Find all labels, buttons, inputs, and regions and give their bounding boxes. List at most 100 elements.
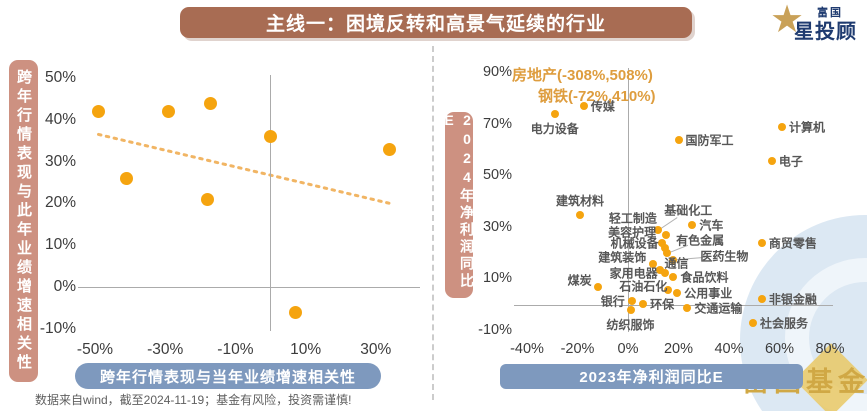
chart-line — [672, 256, 706, 261]
scatter-point — [661, 231, 670, 240]
industry-label: 电子 — [778, 154, 803, 169]
x-axis-line — [514, 305, 833, 306]
industry-label: 有色金属 — [676, 233, 725, 248]
industry-label: 商贸零售 — [768, 236, 817, 251]
x-tick-label: 0% — [617, 341, 639, 357]
scatter-point — [688, 221, 697, 230]
scatter-point — [200, 192, 214, 206]
y-tick-label: 0% — [53, 278, 76, 295]
scatter-point — [669, 272, 678, 281]
y-tick-label: 90% — [482, 63, 512, 80]
industry-label: 银行 — [600, 294, 625, 309]
scatter-point — [757, 294, 766, 303]
y-tick-label: 20% — [44, 194, 76, 212]
left-chart-y-axis-title: 跨年行情表现与此年业绩增速相关性 — [9, 60, 38, 382]
x-tick-label: 10% — [290, 341, 322, 358]
industry-label: 公用事业 — [684, 286, 733, 301]
scatter-point — [204, 96, 218, 110]
y-axis-line — [270, 75, 271, 331]
scatter-point — [673, 289, 682, 298]
disclaimer-text: 数据来自wind，截至2024-11-19；基金有风险，投资需谨慎! — [35, 393, 352, 407]
x-tick-label: -30% — [147, 341, 184, 358]
chart-line — [97, 132, 392, 205]
industry-label: 国防军工 — [685, 133, 734, 148]
y-tick-label: -10% — [478, 321, 512, 338]
scatter-point — [767, 156, 776, 165]
scatter-point — [550, 110, 559, 119]
industry-label: 环保 — [650, 297, 675, 312]
x-tick-label: 20% — [663, 341, 694, 357]
scatter-point — [654, 226, 663, 235]
annotation-label: 房地产(-308%,508%) — [512, 67, 653, 84]
star-icon: ★ — [770, 0, 805, 41]
x-tick-label: -50% — [76, 341, 114, 358]
x-tick-label: 60% — [764, 341, 795, 357]
industry-label: 计算机 — [789, 120, 826, 135]
industry-label: 机械设备 — [610, 236, 659, 251]
scatter-point — [757, 239, 766, 248]
scatter-point — [664, 285, 673, 294]
industry-label: 煤炭 — [567, 273, 592, 288]
x-tick-label: -20% — [560, 341, 595, 357]
scatter-point — [264, 130, 277, 144]
y-axis-line — [628, 68, 629, 332]
scatter-point — [576, 210, 585, 219]
logo-brand-small: 富国 — [817, 7, 843, 19]
y-tick-label: -10% — [39, 319, 76, 337]
industry-label: 食品饮料 — [680, 270, 729, 285]
x-tick-label: 30% — [360, 341, 392, 358]
industry-label: 传媒 — [590, 99, 615, 114]
scatter-point — [660, 268, 669, 277]
scatter-point — [778, 123, 787, 132]
logo-brand-main: 星投顾 — [794, 21, 857, 43]
x-tick-label: 80% — [815, 341, 845, 357]
scatter-point — [748, 319, 757, 328]
left-chart-caption: 跨年行情表现与当年业绩增速相关性 — [75, 363, 381, 389]
page-title: 主线一：困境反转和高景气延续的行业 — [180, 7, 692, 38]
x-tick-label: -40% — [510, 341, 544, 357]
scatter-point — [92, 104, 105, 118]
industry-label: 交通运输 — [694, 301, 743, 316]
scatter-point — [626, 306, 635, 315]
y-tick-label: 50% — [482, 167, 512, 184]
scatter-point — [288, 305, 302, 319]
scatter-point — [674, 136, 683, 144]
industry-label: 汽车 — [699, 218, 724, 233]
y-tick-label: 10% — [44, 236, 76, 254]
center-divider — [432, 46, 434, 400]
scatter-point — [120, 171, 134, 185]
industry-label: 电力设备 — [530, 122, 579, 137]
x-tick-label: 40% — [714, 341, 744, 357]
industry-label: 轻工制造 — [608, 211, 657, 226]
annotation-label: 钢铁(-72%,410%) — [538, 88, 656, 105]
y-tick-label: 50% — [44, 69, 76, 86]
brand-logo: ★ 富国 星投顾 — [770, 0, 865, 48]
scatter-point — [663, 249, 672, 258]
scatter-point — [669, 255, 678, 264]
industry-label: 建筑装饰 — [598, 250, 647, 265]
x-tick-label: -10% — [217, 341, 254, 358]
y-tick-label: 40% — [44, 110, 76, 128]
scatter-point — [627, 297, 636, 306]
scatter-point — [660, 244, 669, 253]
scatter-point — [649, 259, 658, 268]
scatter-point — [162, 104, 176, 118]
scatter-point — [579, 102, 588, 111]
industry-label: 石油石化 — [619, 279, 668, 294]
x-axis-line — [78, 287, 420, 288]
industry-label: 美容护理 — [608, 225, 657, 240]
industry-label: 医药生物 — [700, 249, 749, 264]
industry-label: 社会服务 — [759, 316, 808, 331]
industry-label: 建筑材料 — [556, 193, 605, 208]
right-chart-caption: 2023年净利润同比E — [500, 364, 803, 389]
industry-label: 家用电器 — [609, 266, 658, 281]
scatter-point — [655, 266, 664, 275]
scatter-point — [658, 239, 667, 248]
y-tick-label: 30% — [482, 218, 512, 235]
industry-label: 纺织服饰 — [606, 318, 655, 333]
scatter-point — [593, 282, 602, 291]
industry-label: 通信 — [664, 256, 689, 271]
scatter-point — [383, 142, 397, 156]
